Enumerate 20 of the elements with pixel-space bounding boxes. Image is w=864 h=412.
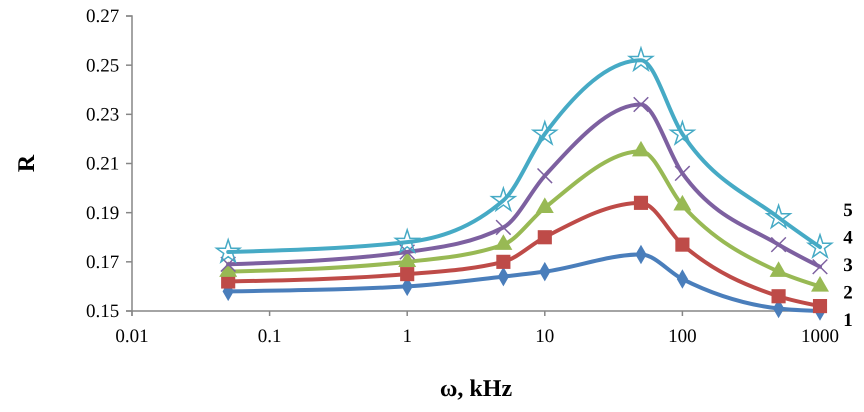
y-tick-label: 0.19 bbox=[86, 202, 120, 224]
y-tick-label: 0.23 bbox=[86, 104, 120, 126]
series-label: 2 bbox=[843, 282, 853, 304]
series-label: 3 bbox=[843, 255, 853, 276]
series-label: 4 bbox=[843, 228, 854, 248]
series-label: 5 bbox=[843, 200, 853, 221]
x-tick-label: 100 bbox=[668, 326, 697, 347]
x-tick-label: 0.01 bbox=[115, 326, 149, 347]
x-tick-label: 1 bbox=[402, 326, 412, 347]
y-tick-label: 0.15 bbox=[86, 301, 120, 322]
x-axis-title: ω, kHz bbox=[440, 376, 512, 402]
y-tick-label: 0.17 bbox=[86, 252, 120, 273]
y-tick-label: 0.27 bbox=[86, 6, 120, 28]
x-tick-label: 1000 bbox=[801, 326, 839, 347]
series-label: 1 bbox=[843, 310, 853, 331]
x-tick-label: 0.1 bbox=[258, 326, 282, 347]
y-axis-title: R bbox=[14, 154, 40, 172]
y-tick-label: 0.25 bbox=[86, 55, 120, 76]
x-tick-label: 10 bbox=[535, 326, 554, 347]
y-tick-label: 0.21 bbox=[86, 154, 120, 175]
